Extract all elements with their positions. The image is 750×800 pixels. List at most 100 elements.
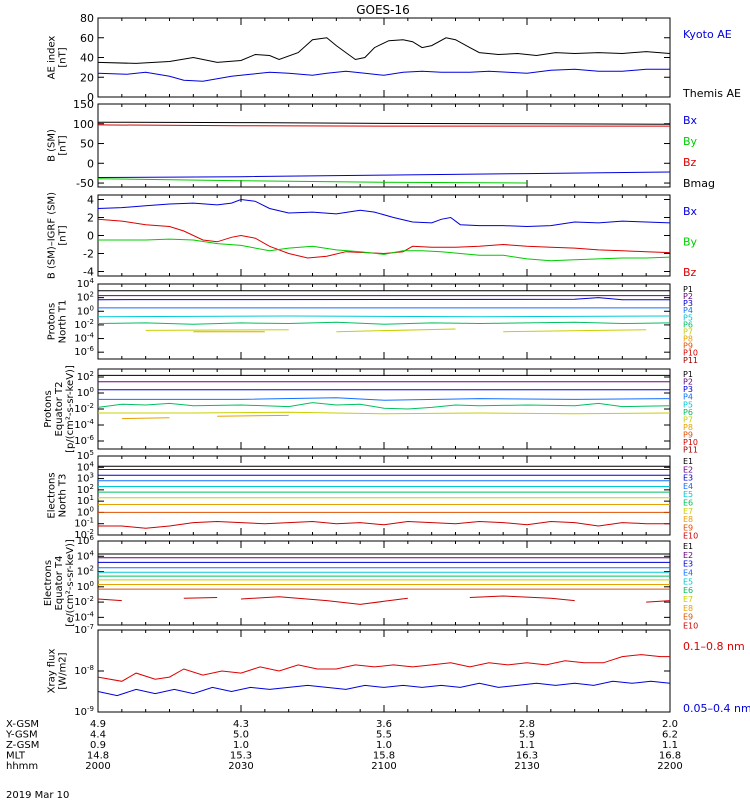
legend-label: P4 [683,393,693,402]
y-tick-label: 104 [77,549,95,562]
legend-label: P8 [683,423,693,432]
legend-label: E7 [683,595,693,604]
series-line-by [98,238,671,262]
y-axis-label: Protons [47,303,58,340]
series-line-p5 [97,402,671,410]
x-axis-tick-value: 3.6 [376,719,392,730]
legend-label: E2 [683,551,693,560]
legend-label: Themis AE [682,87,741,100]
date-label: 2019 Mar 10 [6,790,69,800]
x-axis-row-label: hhmm [6,761,38,772]
y-tick-label: -2 [83,248,94,261]
legend-label: Bz [683,156,697,169]
panel-frame [97,455,671,536]
legend-label: E10 [683,532,698,541]
x-axis-tick-value: 5.5 [376,730,392,741]
x-axis-tick-value: 1.0 [376,740,392,751]
legend-label: Bx [683,114,698,127]
series-line-0-1-0-8-nm [97,654,670,682]
y-axis-label: North T1 [58,300,69,344]
panel-frame [97,103,671,188]
legend-label: P5 [683,400,693,409]
legend-label: P4 [683,306,693,315]
y-tick-label: 102 [77,291,94,304]
y-tick-label: 20 [80,71,94,84]
legend-label: E6 [683,586,693,595]
series-line-p6 [98,411,671,415]
y-tick-label: 10-2 [74,595,94,608]
y-tick-label: 10-6 [74,434,94,447]
panel-frame [97,368,671,450]
legend-label: P11 [683,356,698,365]
y-tick-label: 10-4 [74,610,94,623]
legend-label: Bz [683,266,697,279]
x-axis-tick-value: 14.8 [87,751,109,762]
y-tick-label: 150 [73,98,94,111]
legend-label: 0.1–0.8 nm [683,640,745,653]
y-axis-label: Equator T2 [54,382,65,437]
legend-label: By [683,236,698,249]
legend-label: P1 [683,370,693,379]
y-tick-label: 102 [77,370,94,383]
series-line-bz [97,218,671,259]
y-axis-label: [nT] [58,225,69,245]
x-axis-tick-value: 0.9 [90,740,106,751]
legend-label: E9 [683,523,693,532]
y-axis-label: B (SM) [47,129,58,162]
legend-label: E5 [683,490,693,499]
series-line-p7 [217,414,289,417]
panel-ae: 0 20 40 60 80 AE index [nT] Kyoto AE Themis AE [47,12,741,104]
y-tick-label: 0 [87,91,94,104]
series-line-p7 [503,329,647,333]
x-axis-tick-value: 2130 [514,761,539,772]
legend-label: Kyoto AE [683,28,732,41]
series-line-kyoto-ae [97,37,671,64]
series-line-e10 [98,520,670,529]
x-axis-row-label: Y-GSM [5,730,38,741]
panel-bdiff: -4 -2 0 2 4 B (SM)–IGRF (SM) [nT] Bx By Bz [47,192,698,279]
series-line-0-05-0-4-nm [97,680,671,697]
legend-label: E3 [683,560,693,569]
y-tick-label: 100 [73,118,94,131]
legend-label: E1 [683,542,693,551]
y-axis-label: North T3 [58,474,69,518]
y-tick-label: 50 [80,138,94,151]
legend-label: E9 [683,613,693,622]
x-axis-tick-value: 6.2 [662,730,678,741]
legend-label: E10 [683,622,698,631]
panel-p_t2: 10-6 10-4 10-2 100 102 Protons Equator T2 [p/(c… [43,365,698,455]
legend-label: E4 [683,482,693,491]
legend-label: E8 [683,604,693,613]
y-tick-label: 2 [87,212,94,225]
y-axis-label: Electrons [47,472,58,518]
series-line-e10 [240,596,408,605]
x-axis-tick-value: 5.9 [519,730,535,741]
legend-label: P1 [683,285,693,294]
x-axis-tick-value: 2.0 [662,719,678,730]
y-axis-label: Electrons [43,560,54,606]
legend-label: P6 [683,320,693,329]
legend-label: Bx [683,205,698,218]
legend-label: E8 [683,515,693,524]
panel-e_t4: 10-4 10-2 100 102 104 106 Electrons Equator T4[… [43,534,698,631]
legend-label: P3 [683,299,693,308]
series-line-p7 [145,329,289,331]
x-axis-tick-value: 1.1 [519,740,535,751]
panel-frame [97,17,671,98]
y-axis-label: AE index [47,36,58,80]
y-tick-label: 100 [77,386,94,399]
x-axis-tick-value: 15.8 [373,751,395,762]
y-axis-label: Protons [43,390,54,427]
series-line-bz [97,124,670,127]
series-line-e10 [646,600,671,603]
legend-label: Bmag [683,177,715,190]
y-axis-label: Xray flux [47,649,58,694]
legend-label: E6 [683,498,693,507]
series-line-by [97,178,528,184]
panel-frame [97,194,671,277]
x-axis-tick-value: 2100 [371,761,396,772]
series-line-bmag [97,121,671,125]
x-axis-tick-value: 2000 [85,761,110,772]
